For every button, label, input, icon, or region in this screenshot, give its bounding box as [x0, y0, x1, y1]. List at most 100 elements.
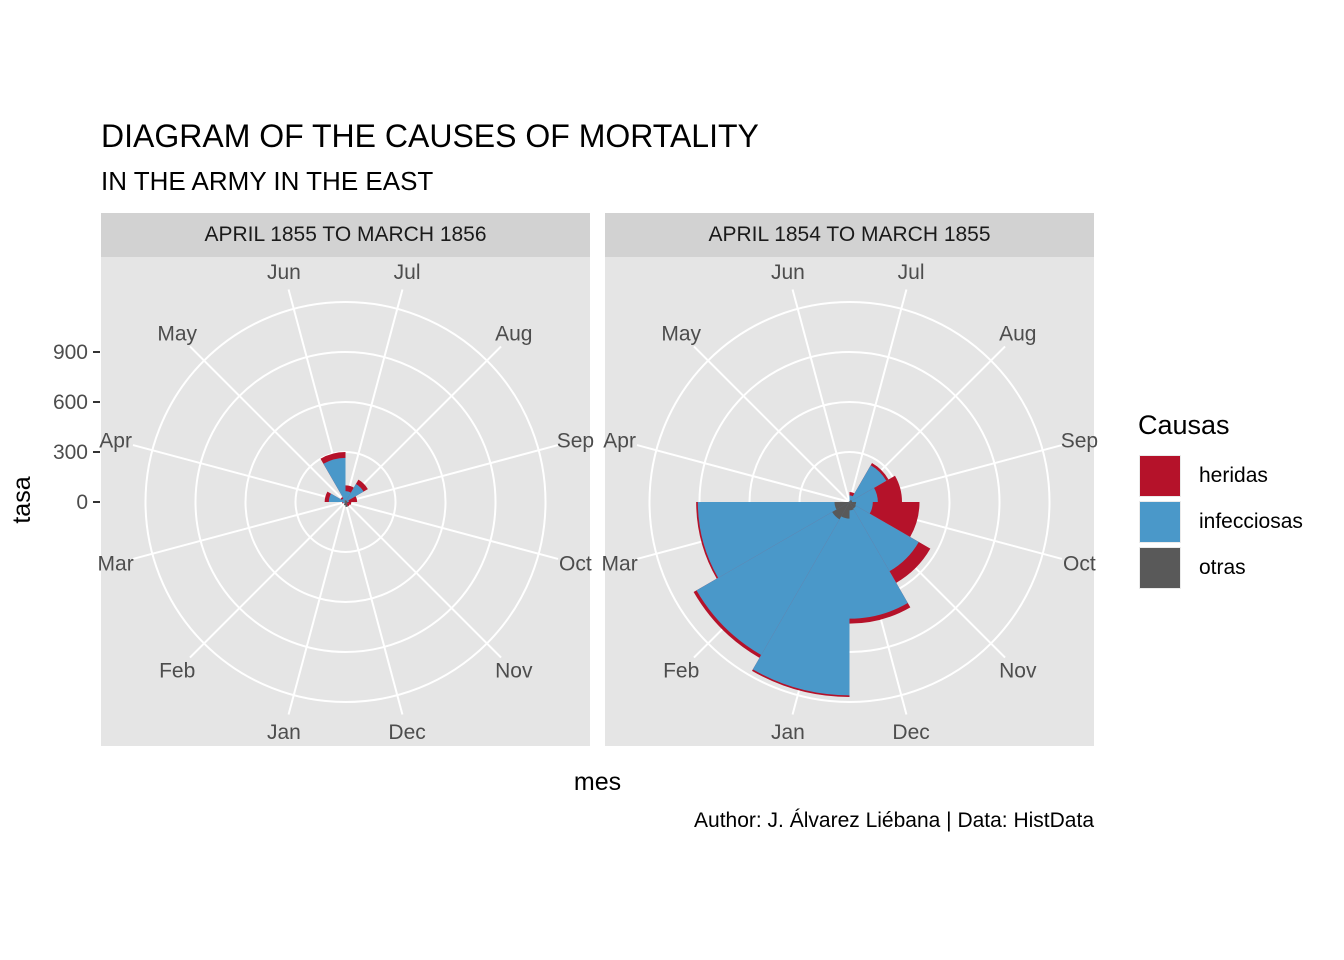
- month-label: Oct: [559, 553, 592, 576]
- grid-spoke: [344, 289, 404, 503]
- caption: Author: J. Álvarez Liébana | Data: HistD…: [694, 809, 1094, 832]
- wedge-otras: [345, 500, 347, 502]
- grid-spoke: [848, 289, 908, 503]
- month-label: Jul: [394, 261, 421, 284]
- grid-spoke: [189, 501, 347, 659]
- grid-ring: [648, 301, 1051, 703]
- grid-spoke: [693, 345, 851, 503]
- month-label: Feb: [663, 659, 699, 682]
- legend-label: otras: [1199, 556, 1246, 579]
- grid-spoke: [791, 289, 851, 503]
- grid-spoke: [345, 444, 559, 503]
- y-axis-label: tasa: [8, 476, 36, 524]
- month-label: Aug: [999, 323, 1036, 346]
- wedge-otras: [849, 499, 852, 502]
- month-label: Jan: [771, 721, 805, 744]
- month-label: Aug: [495, 323, 532, 346]
- grid-spoke: [132, 444, 346, 503]
- month-label: Apr: [603, 429, 636, 452]
- month-label: Jun: [267, 261, 301, 284]
- month-label: Nov: [999, 659, 1037, 682]
- month-label: Sep: [557, 429, 594, 452]
- wedge-infecciosas: [696, 502, 850, 655]
- chart-subtitle: IN THE ARMY IN THE EAST: [101, 166, 434, 196]
- wedge-otras: [849, 502, 854, 511]
- wedge-otras: [849, 502, 857, 506]
- wedge-infecciosas: [849, 465, 887, 502]
- month-label: May: [661, 323, 701, 346]
- legend-swatch: [1140, 502, 1180, 542]
- y-tick-label: 600: [53, 391, 88, 414]
- wedge-otras: [848, 501, 850, 502]
- grid-ring: [144, 301, 547, 703]
- wedge-infecciosas: [849, 502, 919, 572]
- month-label: May: [157, 323, 197, 346]
- legend-item-infecciosas: infecciosas: [1138, 500, 1303, 544]
- wedge-otras: [849, 502, 856, 509]
- wedge-infecciosas: [341, 498, 346, 502]
- wedge-otras: [834, 502, 850, 510]
- wedge-otras: [345, 502, 348, 504]
- wedge-infecciosas: [345, 483, 364, 502]
- wedge-otras: [849, 500, 852, 502]
- wedge-otras: [344, 501, 346, 502]
- grid-spoke: [132, 501, 346, 560]
- y-tick-label: 300: [53, 441, 88, 464]
- chart-title: DIAGRAM OF THE CAUSES OF MORTALITY: [101, 118, 759, 154]
- wedge-otras: [345, 502, 348, 507]
- x-axis-label: mes: [573, 768, 622, 796]
- grid-spoke: [344, 501, 404, 715]
- month-label: Mar: [98, 553, 134, 576]
- grid-spoke: [344, 345, 502, 503]
- grid-spoke: [344, 501, 502, 659]
- legend-title: Causas: [1138, 410, 1230, 440]
- wedge-otras: [832, 502, 850, 520]
- wedge-infecciosas: [697, 502, 850, 578]
- wedge-infecciosas: [849, 502, 908, 619]
- legend-item-otras: otras: [1138, 546, 1246, 590]
- month-label: Jun: [771, 261, 805, 284]
- wedge-otras: [344, 502, 346, 503]
- wedge-infecciosas: [849, 487, 878, 502]
- wedge-otras: [841, 502, 850, 519]
- facet-strip-label: APRIL 1854 TO MARCH 1855: [605, 213, 1094, 257]
- facet-strip-label: APRIL 1855 TO MARCH 1856: [101, 213, 590, 257]
- y-tick-label: 0: [76, 491, 88, 514]
- month-label: Sep: [1061, 429, 1098, 452]
- legend-label: infecciosas: [1199, 510, 1303, 533]
- grid-spoke: [345, 501, 559, 560]
- wedge-infecciosas: [345, 491, 351, 502]
- legend-swatch: [1140, 548, 1180, 588]
- legend-item-heridas: heridas: [1138, 454, 1268, 498]
- wedge-otras: [345, 502, 347, 504]
- wedge-otras: [345, 501, 348, 502]
- wedge-otras: [344, 500, 346, 502]
- month-label: Jan: [267, 721, 301, 744]
- month-label: Feb: [159, 659, 195, 682]
- month-label: Jul: [898, 261, 925, 284]
- grid-spoke: [636, 444, 850, 503]
- wedge-infecciosas: [752, 502, 850, 696]
- grid-spoke: [189, 345, 347, 503]
- grid-spoke: [287, 501, 347, 715]
- legend-key: [1138, 546, 1182, 590]
- legend-swatch: [1140, 456, 1180, 496]
- legend-key: [1138, 500, 1182, 544]
- month-label: Apr: [99, 429, 132, 452]
- wedge-infecciosas: [323, 457, 346, 502]
- grid-ring: [194, 351, 497, 653]
- y-tick-label: 900: [53, 341, 88, 364]
- wedge-infecciosas: [849, 495, 853, 502]
- month-label: Mar: [602, 553, 638, 576]
- legend-label: heridas: [1199, 464, 1268, 487]
- legend-key: [1138, 454, 1182, 498]
- month-label: Oct: [1063, 553, 1096, 576]
- month-label: Nov: [495, 659, 533, 682]
- wedge-infecciosas: [328, 493, 346, 502]
- month-label: Dec: [892, 721, 929, 744]
- wedge-otras: [343, 502, 346, 506]
- wedge-otras: [345, 500, 347, 502]
- grid-ring: [244, 401, 447, 603]
- month-label: Dec: [388, 721, 425, 744]
